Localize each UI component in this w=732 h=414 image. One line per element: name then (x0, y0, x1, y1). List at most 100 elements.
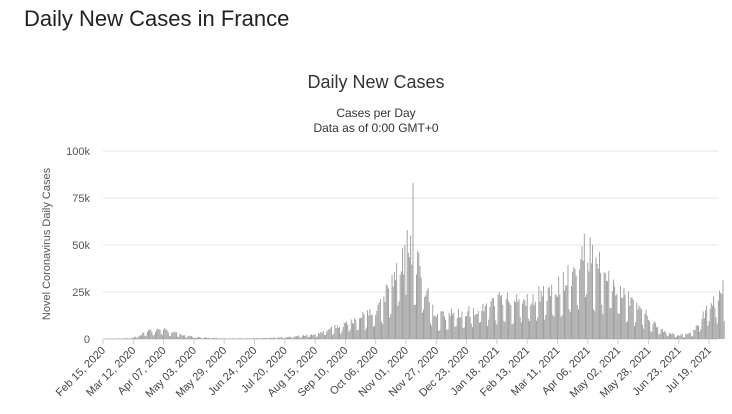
bar[interactable] (115, 338, 117, 340)
bar[interactable] (463, 327, 465, 340)
bar[interactable] (216, 338, 218, 339)
bar[interactable] (263, 338, 265, 339)
bar[interactable] (238, 338, 240, 339)
bar[interactable] (313, 334, 315, 339)
bar[interactable] (629, 305, 631, 339)
bar[interactable] (264, 337, 266, 339)
bar[interactable] (698, 326, 699, 339)
bar[interactable] (353, 323, 355, 339)
bar[interactable] (227, 338, 229, 340)
bar[interactable] (506, 292, 508, 339)
bar[interactable] (665, 332, 667, 339)
bar[interactable] (530, 305, 532, 339)
bar[interactable] (329, 328, 331, 339)
bar[interactable] (268, 338, 269, 339)
bar[interactable] (564, 290, 565, 339)
bar[interactable] (566, 285, 568, 339)
bar[interactable] (342, 327, 344, 339)
bar[interactable] (637, 309, 639, 339)
bar[interactable] (502, 304, 504, 339)
bar[interactable] (679, 335, 681, 339)
bar[interactable] (293, 336, 295, 339)
bar[interactable] (161, 335, 163, 339)
bar[interactable] (487, 326, 489, 339)
bar[interactable] (592, 244, 593, 339)
bar[interactable] (527, 318, 529, 339)
bar[interactable] (144, 335, 146, 339)
bar[interactable] (223, 338, 225, 339)
bar[interactable] (437, 313, 438, 339)
bar[interactable] (308, 336, 310, 339)
bar[interactable] (716, 323, 718, 339)
bar[interactable] (600, 272, 602, 339)
bar[interactable] (541, 296, 543, 339)
bar[interactable] (298, 335, 300, 339)
bar[interactable] (691, 336, 692, 340)
bar[interactable] (382, 323, 384, 339)
bar[interactable] (545, 315, 547, 339)
bar[interactable] (497, 294, 499, 339)
bar[interactable] (693, 329, 695, 339)
bar[interactable] (457, 308, 459, 339)
bar[interactable] (336, 325, 338, 339)
bar[interactable] (273, 337, 275, 339)
bar[interactable] (477, 311, 479, 339)
bar[interactable] (309, 334, 311, 339)
bar[interactable] (354, 317, 356, 339)
bar[interactable] (702, 311, 704, 339)
bar[interactable] (111, 338, 113, 340)
bar[interactable] (171, 332, 173, 339)
bar[interactable] (581, 246, 583, 339)
bar[interactable] (375, 314, 377, 339)
bar[interactable] (137, 337, 139, 339)
bar[interactable] (411, 264, 413, 339)
bar[interactable] (455, 325, 457, 339)
bar[interactable] (108, 338, 110, 340)
bar[interactable] (685, 333, 687, 339)
bar[interactable] (266, 338, 268, 340)
bar[interactable] (180, 334, 182, 339)
bar[interactable] (316, 336, 318, 339)
bar[interactable] (473, 308, 475, 339)
bar[interactable] (224, 338, 226, 339)
bar[interactable] (116, 338, 118, 340)
bar[interactable] (432, 304, 434, 339)
bar[interactable] (305, 335, 307, 339)
bar[interactable] (325, 335, 327, 339)
bar[interactable] (134, 337, 135, 339)
bar[interactable] (152, 335, 154, 339)
bar[interactable] (646, 315, 648, 339)
bar[interactable] (300, 337, 302, 339)
bar[interactable] (539, 301, 541, 339)
bar[interactable] (168, 336, 170, 339)
bar[interactable] (399, 274, 401, 339)
bar[interactable] (639, 307, 641, 339)
bar[interactable] (513, 300, 515, 339)
bar[interactable] (464, 316, 466, 339)
bar[interactable] (226, 338, 227, 340)
bar[interactable] (252, 338, 254, 339)
bar[interactable] (237, 338, 239, 339)
bar[interactable] (595, 257, 597, 339)
bar[interactable] (296, 336, 297, 339)
bar[interactable] (145, 335, 147, 339)
bar[interactable] (322, 330, 324, 339)
bar[interactable] (673, 334, 675, 339)
bar[interactable] (576, 304, 578, 339)
bar[interactable] (703, 318, 705, 339)
bar[interactable] (136, 337, 138, 339)
bar[interactable] (518, 299, 520, 339)
bar[interactable] (156, 329, 158, 339)
bar[interactable] (343, 322, 345, 339)
bar[interactable] (603, 272, 605, 339)
bar[interactable] (416, 274, 417, 339)
bar[interactable] (241, 338, 243, 339)
bar[interactable] (561, 315, 563, 339)
bar[interactable] (611, 291, 613, 339)
bar[interactable] (195, 337, 197, 339)
bar[interactable] (593, 309, 595, 339)
bar[interactable] (504, 321, 506, 339)
bar[interactable] (374, 326, 375, 339)
bar[interactable] (594, 311, 596, 339)
bar[interactable] (628, 291, 630, 339)
